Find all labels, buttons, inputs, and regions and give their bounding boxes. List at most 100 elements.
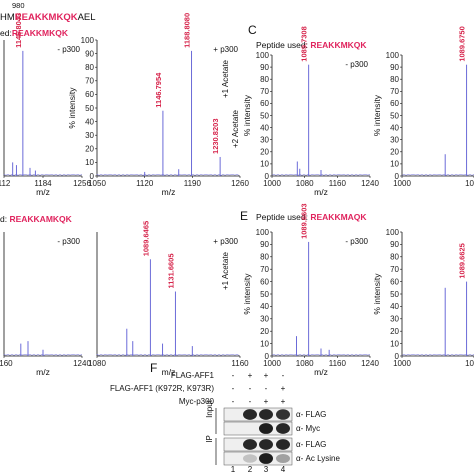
blot-strip — [223, 407, 293, 422]
blot-strip — [223, 437, 293, 452]
lane-number: 2 — [248, 465, 253, 474]
x-tick-label: 1000 — [263, 359, 281, 368]
x-axis-label: m/z — [314, 187, 328, 197]
antibody-label: α- Myc — [296, 424, 320, 433]
sequence-suffix: AEL — [78, 12, 96, 23]
blot-band — [276, 439, 290, 450]
y-tick-label: 10 — [260, 339, 269, 348]
acetate-annotation: +1 Acetate — [221, 59, 230, 98]
panel-e-peptide: Peptide used: REAKKMAQK — [256, 212, 367, 222]
y-tick-label: 40 — [390, 302, 399, 311]
spectrum-b1: 112 1184 1256 m/z 1146.8043 - p300 — [0, 13, 91, 197]
sequence-highlight: REAKKMKQK — [15, 12, 78, 23]
y-tick-label: 0 — [265, 172, 270, 181]
y-axis-label: % intensity — [67, 87, 77, 129]
peak-label: 1089.6465 — [141, 221, 150, 256]
x-tick-label: 1050 — [88, 179, 106, 188]
residue-number: 980 — [12, 1, 25, 10]
x-tick-label: 1160 — [329, 179, 347, 188]
panel-c-letter: C — [248, 23, 257, 37]
y-tick-label: 50 — [85, 104, 94, 113]
row-label-mutant: FLAG-AFF1 (K972R, K973R) — [110, 384, 214, 393]
y-tick-label: 100 — [386, 228, 400, 237]
y-tick-label: 30 — [260, 315, 269, 324]
x-axis-label: m/z — [314, 367, 328, 377]
y-tick-label: 70 — [390, 87, 399, 96]
blot-strip — [223, 451, 293, 466]
blot-band — [243, 439, 257, 450]
blot-strip — [223, 421, 293, 436]
blot-band — [276, 423, 290, 434]
treatment-sign: + — [281, 397, 286, 406]
antibody-label: α- FLAG — [296, 440, 326, 449]
peak-label: 1146.7954 — [154, 72, 163, 108]
spectrum-c2: 0 10 20 30 40 50 60 70 80 90 100 % intensity 1000 108… — [372, 26, 474, 188]
y-tick-label: 60 — [260, 99, 269, 108]
lane-number: 1 — [231, 465, 236, 474]
y-tick-label: 0 — [395, 352, 400, 361]
treatment-sign: + — [248, 371, 253, 380]
x-axis-label: m/z — [162, 367, 176, 377]
treatment-sign: - — [249, 397, 252, 406]
y-tick-label: 10 — [85, 158, 94, 167]
x-tick-label: 1000 — [393, 359, 411, 368]
baseline-trace — [3, 353, 83, 356]
treatment-sign: - — [232, 397, 235, 406]
blot-band — [243, 454, 257, 463]
y-tick-label: 0 — [265, 352, 270, 361]
y-tick-label: 50 — [260, 290, 269, 299]
y-tick-label: 30 — [260, 136, 269, 145]
x-tick-label: 1120 — [136, 179, 154, 188]
blot-band — [259, 439, 273, 450]
y-tick-label: 20 — [390, 327, 399, 336]
x-tick-label: 1184 — [34, 179, 52, 188]
y-tick-label: 20 — [260, 148, 269, 157]
x-axis-label: m/z — [36, 187, 50, 197]
group-label-ip: IP — [205, 435, 214, 443]
condition-label: - p300 — [345, 237, 368, 246]
lane-number: 4 — [281, 465, 286, 474]
y-tick-label: 60 — [390, 99, 399, 108]
x-tick-label: 1190 — [184, 179, 202, 188]
y-tick-label: 70 — [390, 265, 399, 274]
condition-label: - p300 — [57, 45, 80, 54]
y-tick-label: 50 — [390, 290, 399, 299]
blot-band — [276, 409, 290, 420]
y-tick-label: 60 — [390, 277, 399, 286]
peak-label: 1089.6625 — [458, 243, 467, 278]
x-tick-label: 1080 — [88, 359, 106, 368]
y-tick-label: 40 — [260, 123, 269, 132]
x-tick-label: 1240 — [73, 359, 91, 368]
baseline-trace — [3, 173, 83, 176]
blot-band — [243, 409, 257, 420]
y-tick-label: 70 — [85, 77, 94, 86]
condition-label: - p300 — [57, 237, 80, 246]
spectrum-e1: 0 10 20 30 40 50 60 70 80 90 100 % intensity 1000 108… — [242, 203, 379, 377]
antibody-label: α- FLAG — [296, 410, 326, 419]
treatment-sign: - — [265, 384, 268, 393]
x-tick-label: 1240 — [361, 359, 379, 368]
y-tick-label: 60 — [85, 90, 94, 99]
y-tick-label: 90 — [85, 49, 94, 58]
y-tick-label: 90 — [390, 63, 399, 72]
treatment-sign: - — [282, 371, 285, 380]
blot-band — [259, 453, 273, 464]
condition-label: + p300 — [213, 45, 238, 54]
lane-number: 3 — [264, 465, 269, 474]
y-tick-label: 80 — [260, 75, 269, 84]
x-tick-label: 1000 — [263, 179, 281, 188]
panel-e-letter: E — [240, 209, 248, 223]
condition-label: - p300 — [345, 60, 368, 69]
y-tick-label: 40 — [85, 117, 94, 126]
antibody-label: α- Ac Lysine — [296, 454, 340, 463]
y-axis-label: % intensity — [372, 273, 382, 315]
condition-label: + p300 — [213, 237, 238, 246]
y-tick-label: 80 — [85, 63, 94, 72]
y-tick-label: 90 — [260, 240, 269, 249]
x-tick-label: 1240 — [361, 179, 379, 188]
x-tick-label: 1080 — [465, 359, 474, 368]
x-tick-label: 1160 — [231, 359, 249, 368]
y-tick-label: 30 — [390, 136, 399, 145]
x-tick-label: 1160 — [0, 359, 13, 368]
spectrum-d1: 1160 1240 m/z - p300 — [0, 232, 91, 377]
